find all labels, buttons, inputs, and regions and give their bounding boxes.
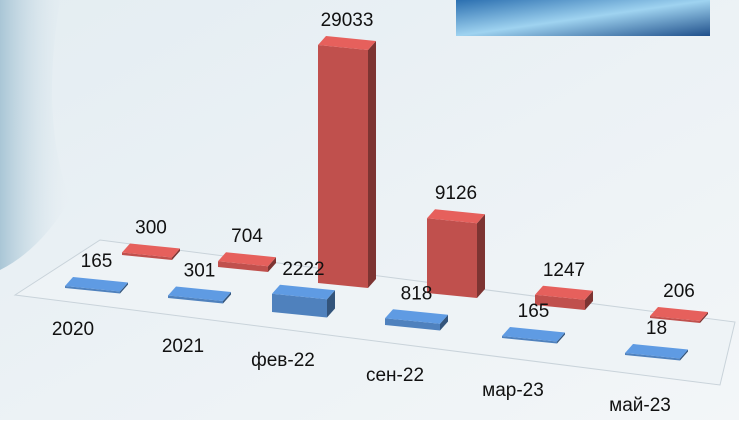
chart: 2020 2021 фев-22 сен-22 мар-23 май-23 300 704 29…: [0, 0, 739, 420]
value-label: 18: [646, 318, 667, 339]
value-label: 301: [184, 261, 216, 282]
value-label: 165: [81, 251, 113, 272]
value-label: 165: [518, 301, 550, 322]
bar: [318, 36, 376, 288]
x-tick-label: сен-22: [366, 365, 424, 386]
bar-side: [477, 214, 485, 298]
value-label: 206: [663, 281, 695, 302]
value-label: 300: [135, 218, 167, 239]
value-label: 704: [231, 226, 263, 247]
bar-front: [318, 45, 368, 288]
x-tick-label: май-23: [609, 395, 671, 416]
bar-front: [427, 218, 477, 298]
value-label: 29033: [321, 10, 374, 31]
value-label: 818: [401, 283, 433, 304]
bar: [427, 209, 485, 298]
bar: [272, 285, 335, 318]
x-tick-label: мар-23: [482, 380, 544, 401]
value-label: 9126: [435, 183, 477, 204]
x-tick-label: 2020: [52, 319, 94, 340]
decor-image: [456, 0, 710, 36]
value-label: 1247: [543, 260, 585, 281]
value-label: 2222: [282, 259, 324, 280]
x-tick-label: 2021: [162, 336, 204, 357]
bar-side: [368, 41, 376, 288]
x-tick-label: фев-22: [251, 350, 315, 371]
